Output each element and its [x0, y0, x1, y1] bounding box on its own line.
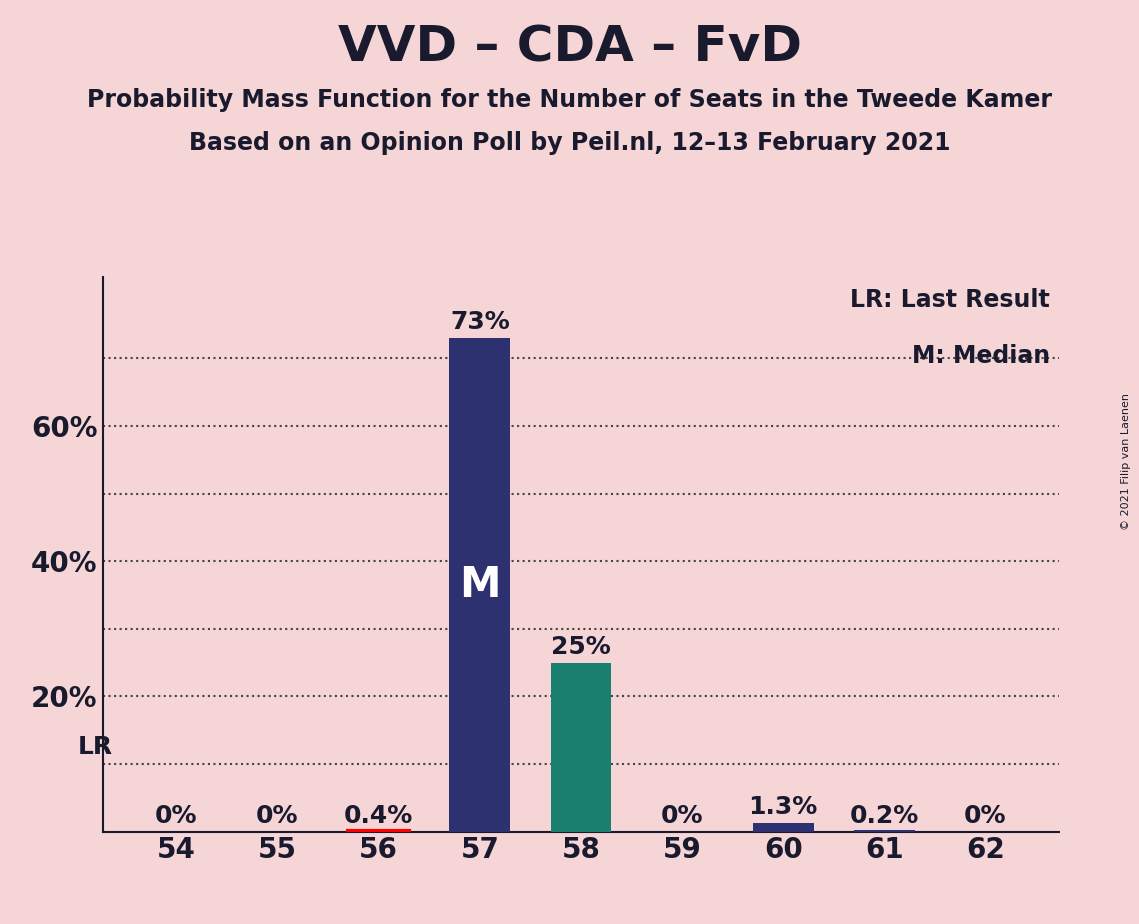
Text: 1.3%: 1.3% — [748, 795, 818, 819]
Text: 73%: 73% — [450, 310, 509, 334]
Text: VVD – CDA – FvD: VVD – CDA – FvD — [337, 23, 802, 71]
Text: 0.2%: 0.2% — [850, 804, 919, 828]
Text: Based on an Opinion Poll by Peil.nl, 12–13 February 2021: Based on an Opinion Poll by Peil.nl, 12–… — [189, 131, 950, 155]
Text: M: Median: M: Median — [911, 344, 1050, 368]
Text: M: M — [459, 564, 500, 606]
Text: 0%: 0% — [661, 804, 703, 828]
Text: 0%: 0% — [256, 804, 298, 828]
Text: 0.4%: 0.4% — [344, 804, 413, 828]
Bar — [349, 829, 409, 832]
Text: LR: LR — [77, 735, 113, 759]
Text: 25%: 25% — [551, 635, 611, 659]
Bar — [854, 831, 915, 832]
Text: © 2021 Filip van Laenen: © 2021 Filip van Laenen — [1121, 394, 1131, 530]
Text: 0%: 0% — [965, 804, 1007, 828]
Bar — [753, 822, 813, 832]
Text: LR: Last Result: LR: Last Result — [850, 288, 1050, 312]
Text: 0%: 0% — [155, 804, 197, 828]
Bar — [550, 663, 612, 832]
Text: Probability Mass Function for the Number of Seats in the Tweede Kamer: Probability Mass Function for the Number… — [87, 88, 1052, 112]
Bar — [450, 338, 510, 832]
